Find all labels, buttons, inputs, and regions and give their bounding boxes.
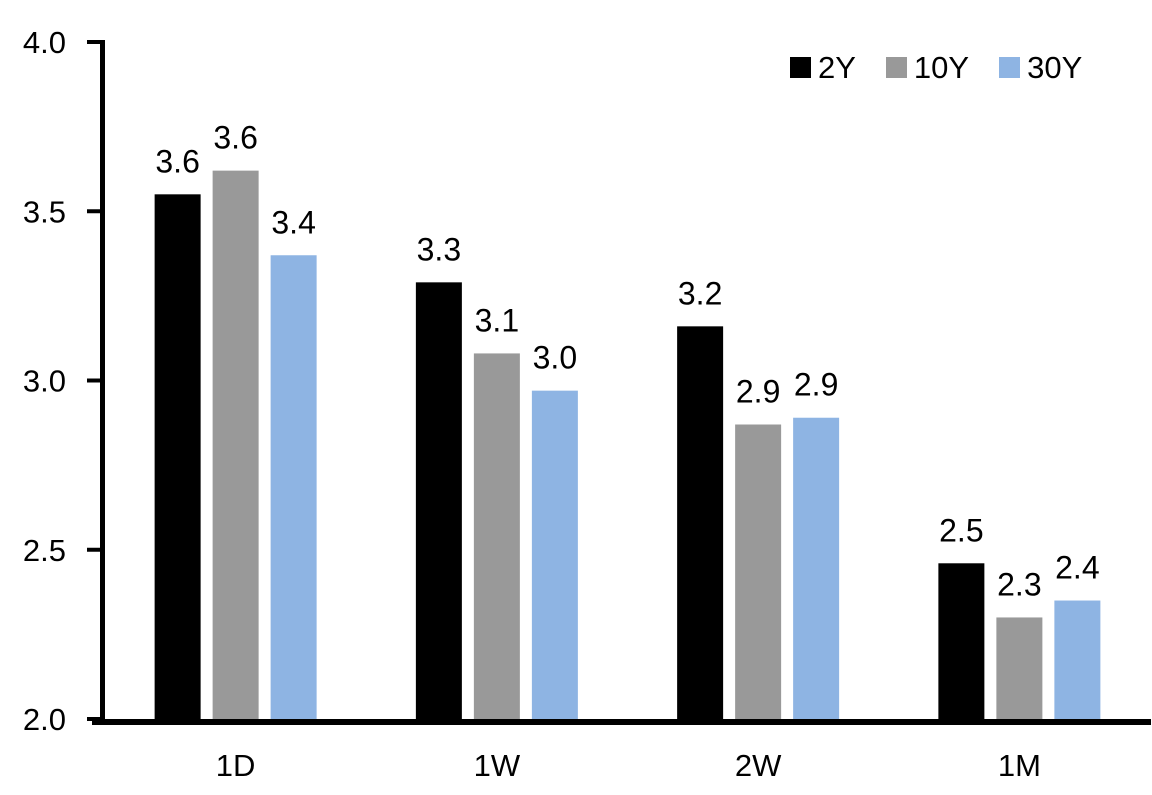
legend-swatch-30Y xyxy=(999,57,1021,78)
legend: 2Y 10Y 30Y xyxy=(790,52,1082,83)
bar-2Y-1D xyxy=(154,194,201,722)
data-label-10Y-1M: 2.3 xyxy=(997,566,1041,602)
bar-2Y-2W xyxy=(677,326,724,722)
legend-label-2Y: 2Y xyxy=(818,50,856,85)
y-tick-2.5 xyxy=(87,547,100,552)
data-label-10Y-1D: 3.6 xyxy=(213,120,257,156)
y-tick-4.0 xyxy=(87,40,100,44)
bar-30Y-1M xyxy=(1054,600,1101,722)
y-tick-label-2.0: 2.0 xyxy=(23,702,66,737)
legend-item-2Y: 2Y xyxy=(790,52,856,83)
y-tick-label-3.5: 3.5 xyxy=(23,194,66,229)
x-category-label-1D: 1D xyxy=(216,748,256,783)
bar-2Y-1W xyxy=(415,282,462,722)
bar-30Y-1W xyxy=(531,390,578,722)
y-tick-label-4.0: 4.0 xyxy=(23,25,66,60)
data-label-2Y-2W: 3.2 xyxy=(678,275,722,311)
data-label-2Y-1D: 3.6 xyxy=(155,143,199,179)
y-axis-line xyxy=(100,40,105,725)
data-label-10Y-1W: 3.1 xyxy=(475,302,519,338)
data-label-30Y-1W: 3.0 xyxy=(533,340,577,376)
y-tick-2.0 xyxy=(87,717,100,721)
x-axis-line xyxy=(92,719,1151,725)
y-tick-label-3.0: 3.0 xyxy=(23,364,66,399)
bar-30Y-1D xyxy=(270,255,317,722)
data-label-10Y-2W: 2.9 xyxy=(736,374,780,410)
bar-10Y-1M xyxy=(996,617,1043,722)
data-label-2Y-1W: 3.3 xyxy=(417,231,461,267)
bar-10Y-1D xyxy=(212,170,259,722)
data-label-30Y-1D: 3.4 xyxy=(271,204,315,240)
x-category-label-2W: 2W xyxy=(735,748,782,783)
bar-2Y-1M xyxy=(938,563,985,722)
legend-label-30Y: 30Y xyxy=(1027,50,1083,85)
bar-10Y-1W xyxy=(473,353,520,722)
data-label-30Y-1M: 2.4 xyxy=(1055,550,1099,586)
x-category-label-1W: 1W xyxy=(474,748,521,783)
data-label-30Y-2W: 2.9 xyxy=(794,367,838,403)
legend-swatch-10Y xyxy=(885,57,907,78)
legend-item-30Y: 30Y xyxy=(999,52,1082,83)
x-category-label-1M: 1M xyxy=(998,748,1041,783)
legend-label-10Y: 10Y xyxy=(913,50,970,85)
y-tick-label-2.5: 2.5 xyxy=(23,533,66,568)
legend-swatch-2Y xyxy=(790,57,811,78)
y-tick-3.0 xyxy=(87,378,100,383)
bar-10Y-2W xyxy=(735,424,782,722)
bar-30Y-2W xyxy=(793,417,840,722)
y-tick-3.5 xyxy=(87,209,100,214)
data-label-2Y-1M: 2.5 xyxy=(939,512,983,548)
legend-item-10Y: 10Y xyxy=(885,50,970,85)
